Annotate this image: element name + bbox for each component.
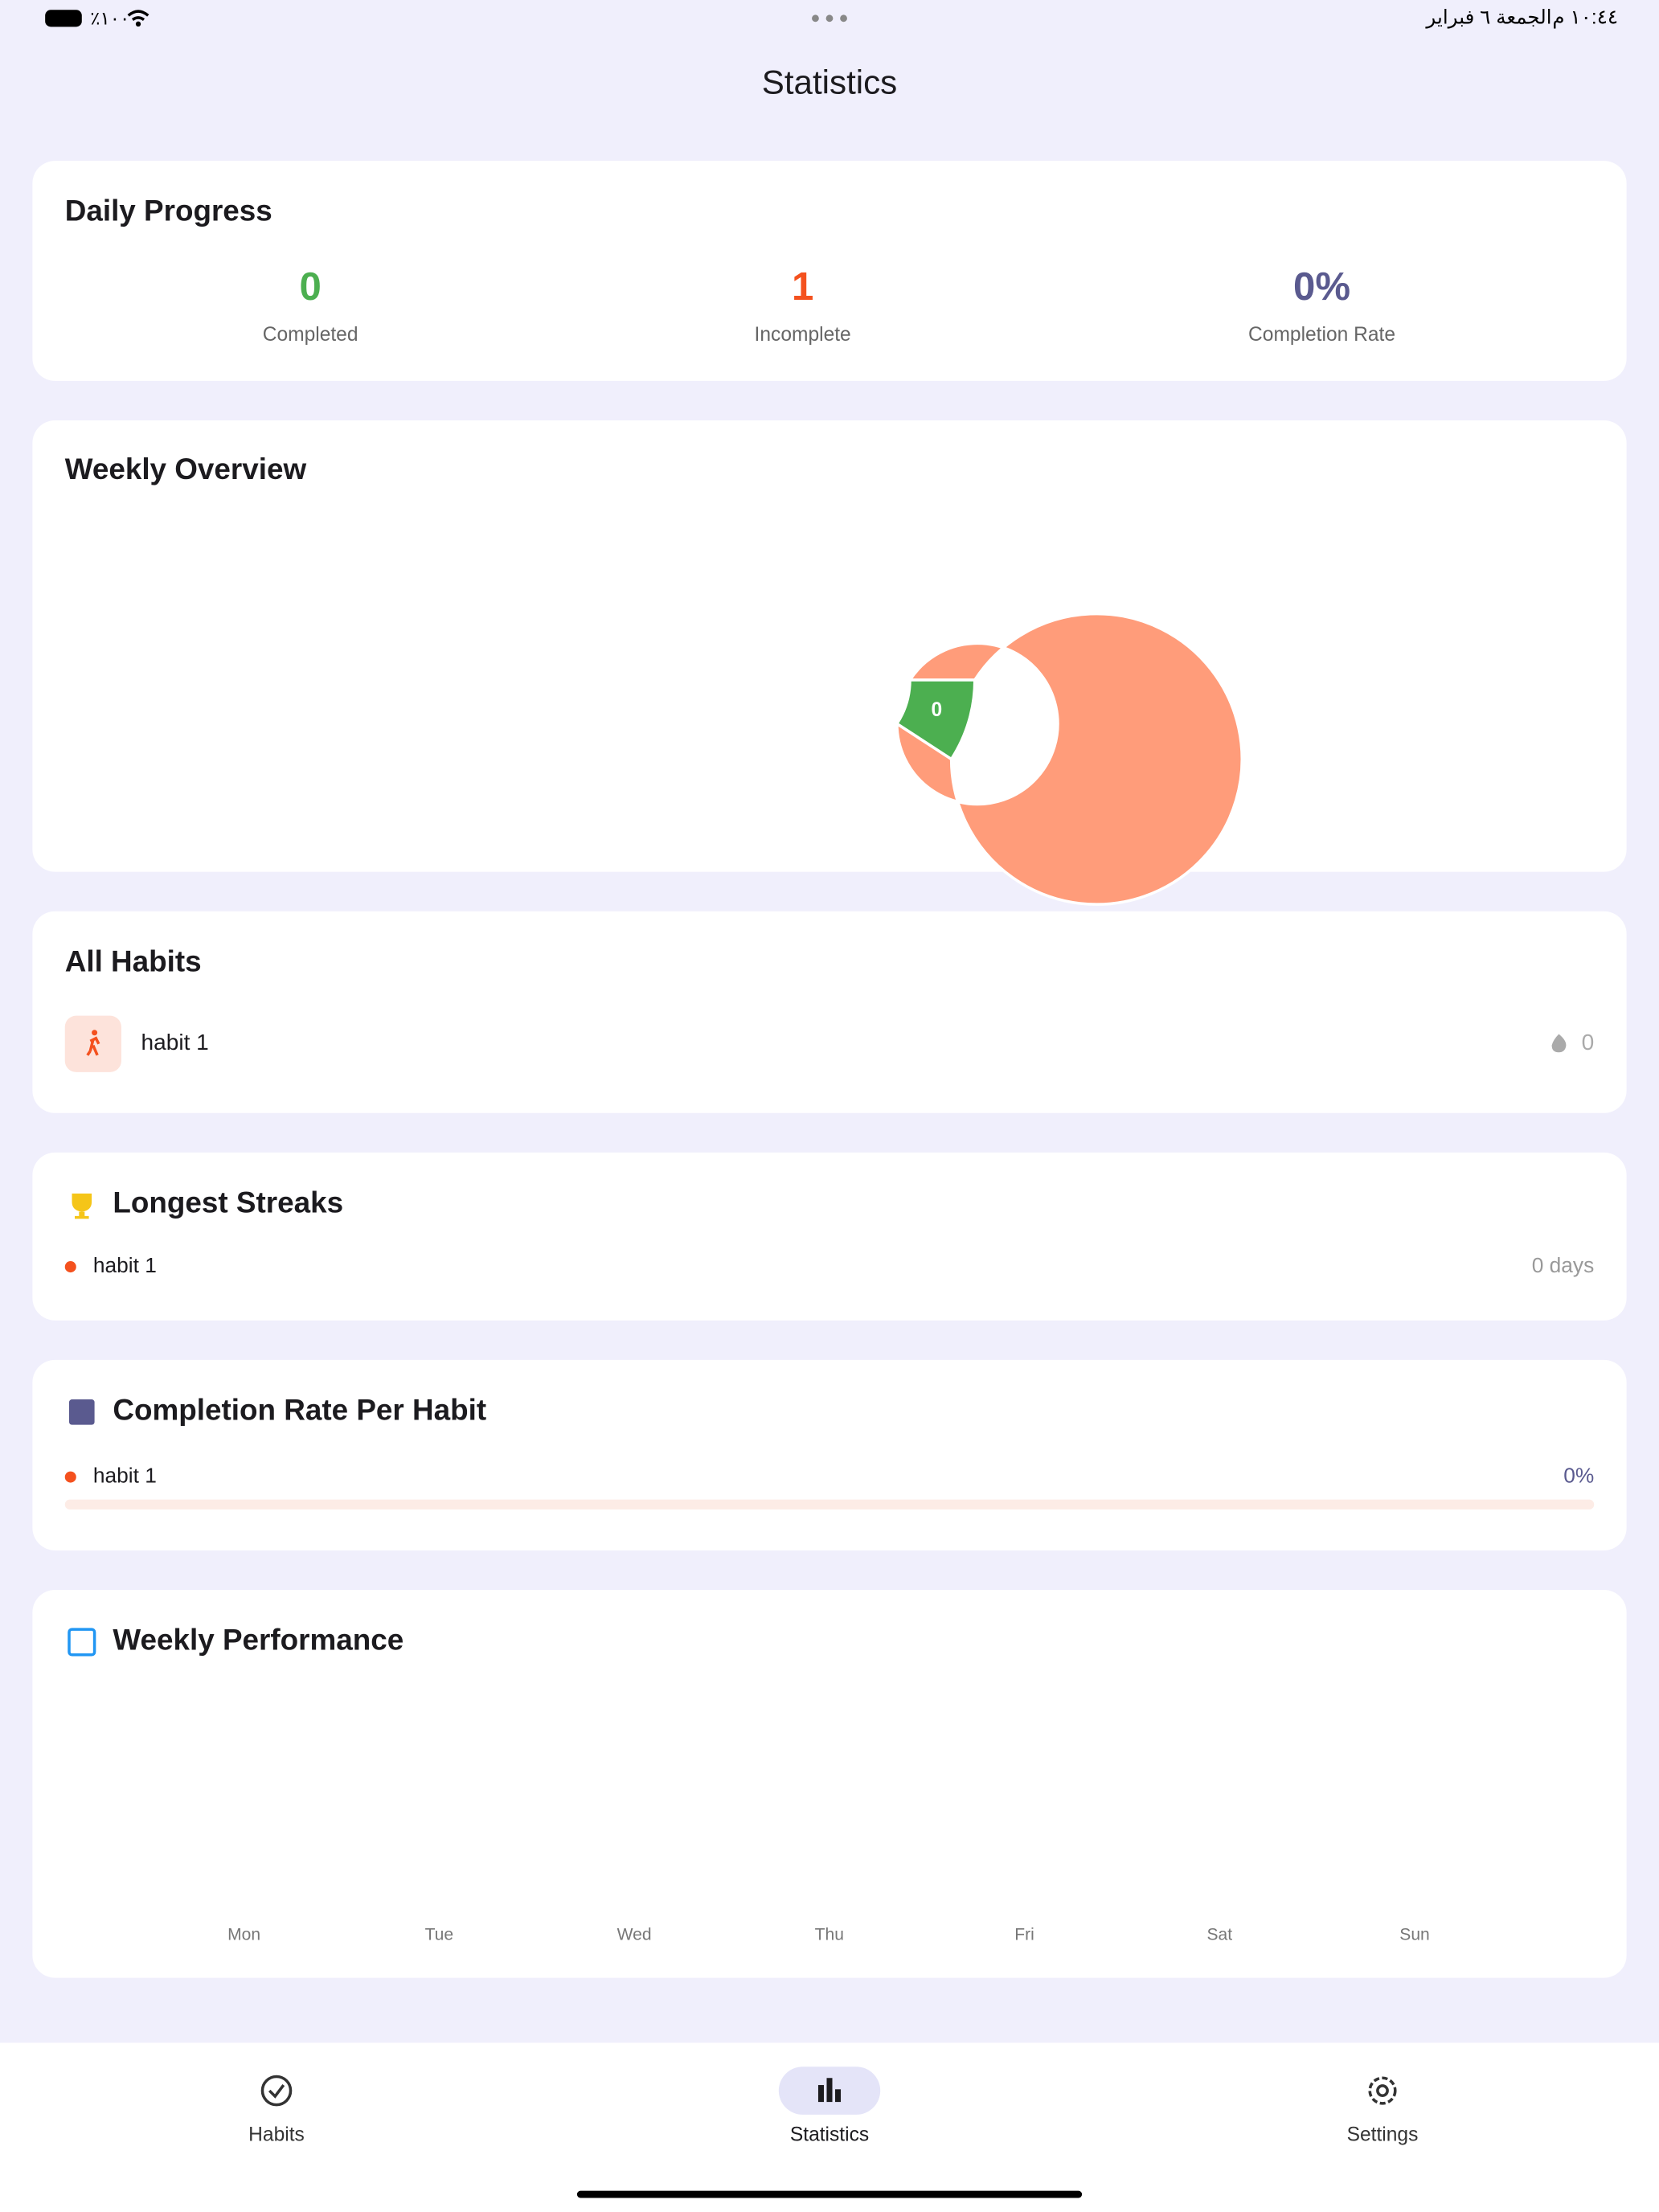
nav-label[interactable]: Habits (248, 2124, 305, 2146)
slice-label: 1 (715, 637, 727, 659)
rate-value: 0% (1563, 1464, 1594, 1488)
habit-dot (64, 1261, 76, 1273)
card-title: Weekly Performance (113, 1624, 403, 1657)
stat-value: 0% (1293, 265, 1350, 309)
time: ١٠:٤٤ م (1552, 6, 1618, 28)
day-label: Sun (1399, 1926, 1429, 1944)
day-label: Tue (425, 1926, 454, 1944)
flame-icon (1551, 1034, 1567, 1053)
day-label: Thu (815, 1926, 844, 1944)
stat-value: 0 (299, 265, 321, 309)
stat-label: Incomplete (755, 324, 851, 346)
habit-name: habit 1 (93, 1464, 157, 1488)
habits-check (268, 2083, 285, 2099)
stat-label: Completion Rate (1248, 324, 1395, 346)
progress-track (64, 1499, 1595, 1509)
day-labels: Mon Tue Wed Thu Fri Sat Sun (227, 1926, 1430, 1944)
card (32, 1152, 1627, 1321)
page-title: Statistics (762, 63, 897, 100)
battery: ٪١٠٠ (90, 8, 129, 29)
card (32, 1359, 1627, 1550)
battery-icon (45, 10, 82, 27)
settings-icon[interactable] (1368, 2076, 1397, 2105)
nav-label[interactable]: Settings (1347, 2124, 1419, 2146)
card-title: Longest Streaks (113, 1186, 343, 1219)
day-label: Mon (227, 1926, 260, 1944)
card-title: Weekly Overview (65, 453, 307, 485)
donut-slice (895, 612, 1243, 906)
habit-name: habit 1 (93, 1253, 157, 1277)
streak-value: 0 days (1532, 1253, 1595, 1277)
wifi-icon (127, 10, 150, 22)
habit-name[interactable]: habit 1 (141, 1030, 209, 1055)
donut-slice (895, 678, 977, 761)
home-indicator (576, 2190, 1083, 2198)
card-title: All Habits (65, 944, 202, 977)
statistics-icon (817, 2078, 842, 2103)
habit-icon-head (92, 1030, 98, 1036)
date: الجمعة ٦ فبراير (1424, 6, 1551, 28)
card (32, 911, 1627, 1113)
habit-dot (64, 1471, 76, 1483)
card-title: Completion Rate Per Habit (113, 1394, 486, 1427)
card (32, 420, 1627, 872)
day-label: Wed (617, 1926, 652, 1944)
stat-value: 1 (792, 265, 813, 309)
card-title: Daily Progress (65, 195, 272, 227)
stat-label: Completed (263, 324, 358, 346)
wifi-dot (135, 21, 141, 27)
card (32, 1590, 1627, 1978)
settings-icon-center (1376, 2084, 1389, 2097)
habits-icon[interactable] (260, 2075, 293, 2107)
day-label: Fri (1014, 1926, 1034, 1944)
chart-icon (69, 1399, 95, 1425)
day-label: Sat (1206, 1926, 1232, 1944)
card (32, 161, 1627, 381)
streak-count: 0 (1582, 1030, 1595, 1055)
nav-label[interactable]: Statistics (790, 2124, 869, 2146)
multitask-dots (812, 14, 847, 23)
calendar-icon (68, 1628, 96, 1657)
slice-label: 0 (932, 699, 943, 721)
trophy-icon (72, 1193, 92, 1219)
habit-icon (86, 1036, 100, 1056)
